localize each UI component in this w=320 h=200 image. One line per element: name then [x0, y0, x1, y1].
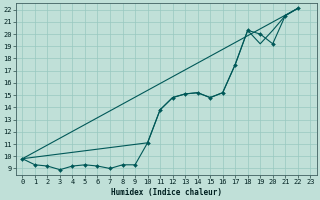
X-axis label: Humidex (Indice chaleur): Humidex (Indice chaleur): [111, 188, 222, 197]
